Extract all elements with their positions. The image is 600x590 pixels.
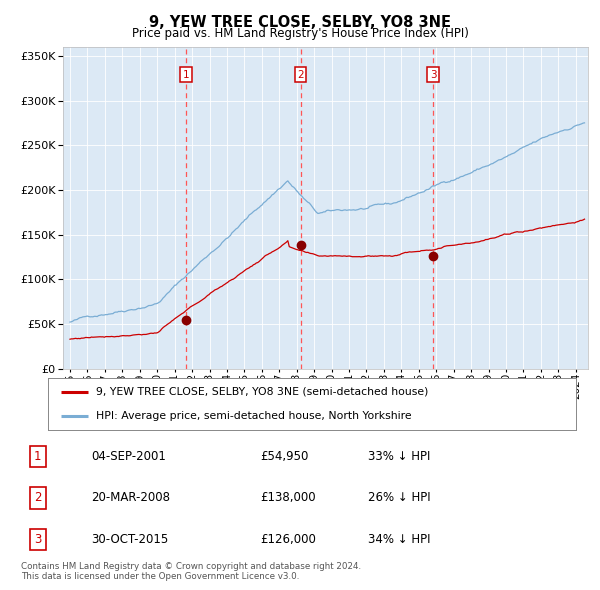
Text: £138,000: £138,000: [260, 491, 316, 504]
Text: £126,000: £126,000: [260, 533, 316, 546]
Text: HPI: Average price, semi-detached house, North Yorkshire: HPI: Average price, semi-detached house,…: [95, 411, 411, 421]
Text: 34% ↓ HPI: 34% ↓ HPI: [368, 533, 430, 546]
Text: Contains HM Land Registry data © Crown copyright and database right 2024.
This d: Contains HM Land Registry data © Crown c…: [21, 562, 361, 581]
Text: £54,950: £54,950: [260, 450, 309, 463]
Text: 04-SEP-2001: 04-SEP-2001: [91, 450, 166, 463]
Text: 3: 3: [430, 70, 437, 80]
Text: 1: 1: [34, 450, 41, 463]
Text: 33% ↓ HPI: 33% ↓ HPI: [368, 450, 430, 463]
Text: 9, YEW TREE CLOSE, SELBY, YO8 3NE: 9, YEW TREE CLOSE, SELBY, YO8 3NE: [149, 15, 451, 30]
Text: 1: 1: [183, 70, 190, 80]
Text: 20-MAR-2008: 20-MAR-2008: [91, 491, 170, 504]
Text: 26% ↓ HPI: 26% ↓ HPI: [368, 491, 430, 504]
Text: Price paid vs. HM Land Registry's House Price Index (HPI): Price paid vs. HM Land Registry's House …: [131, 27, 469, 40]
Text: 2: 2: [34, 491, 41, 504]
Text: 9, YEW TREE CLOSE, SELBY, YO8 3NE (semi-detached house): 9, YEW TREE CLOSE, SELBY, YO8 3NE (semi-…: [95, 386, 428, 396]
Text: 2: 2: [297, 70, 304, 80]
Text: 3: 3: [34, 533, 41, 546]
Text: 30-OCT-2015: 30-OCT-2015: [91, 533, 169, 546]
